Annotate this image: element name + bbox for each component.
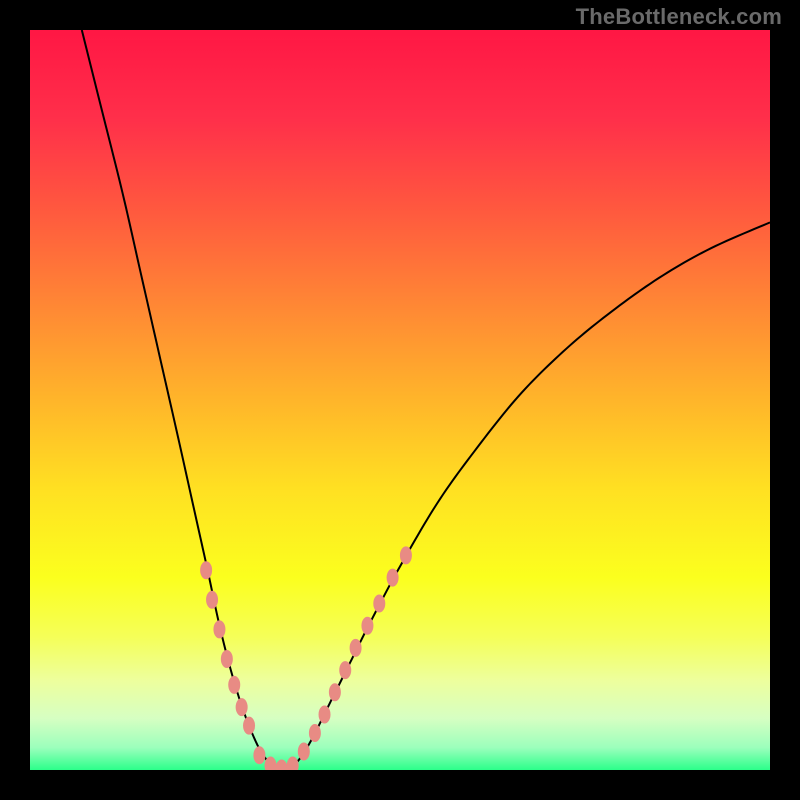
data-marker (350, 639, 362, 657)
data-marker (319, 706, 331, 724)
gradient-background (30, 30, 770, 770)
data-marker (206, 591, 218, 609)
data-marker (228, 676, 240, 694)
data-marker (339, 661, 351, 679)
data-marker (329, 683, 341, 701)
data-marker (213, 620, 225, 638)
data-marker (298, 743, 310, 761)
data-marker (373, 595, 385, 613)
plot-area (30, 30, 770, 770)
data-marker (361, 617, 373, 635)
plot-svg (30, 30, 770, 770)
watermark-text: TheBottleneck.com (576, 4, 782, 30)
data-marker (243, 717, 255, 735)
data-marker (387, 569, 399, 587)
data-marker (221, 650, 233, 668)
chart-container: TheBottleneck.com (0, 0, 800, 800)
data-marker (253, 746, 265, 764)
data-marker (236, 698, 248, 716)
data-marker (309, 724, 321, 742)
data-marker (200, 561, 212, 579)
data-marker (400, 546, 412, 564)
